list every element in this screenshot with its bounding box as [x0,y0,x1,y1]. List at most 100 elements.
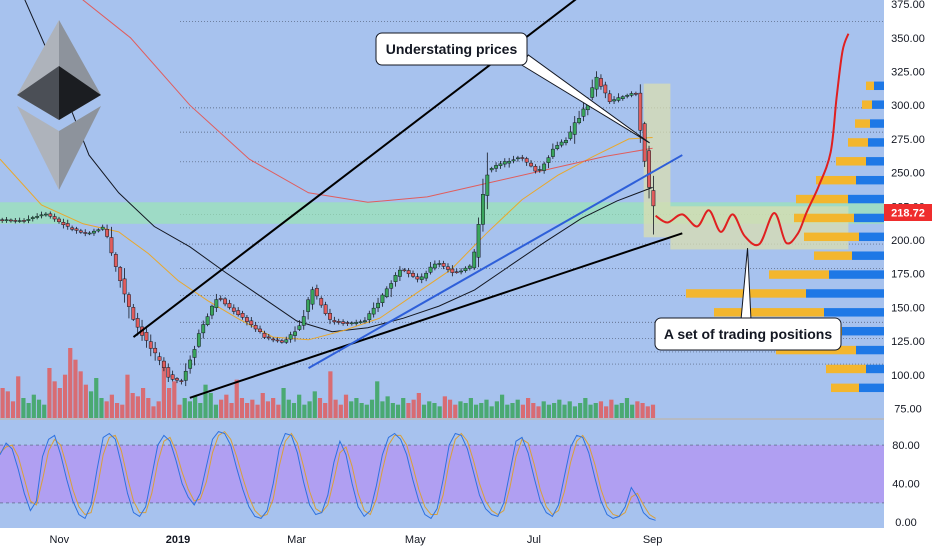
volume-bar [286,399,291,418]
volume-bar [47,368,52,418]
volume-bar [546,404,552,418]
candle-body [301,316,306,326]
candle-body [43,213,48,216]
volume-bar [343,394,349,418]
candle-body [529,162,533,167]
candle-body [594,76,599,90]
volume-bar [130,393,135,418]
volume-profile-bar [794,213,854,223]
volume-bar [416,393,421,418]
volume-bar [385,396,390,418]
volume-bar [5,391,10,418]
candle-body [166,367,171,378]
volume-bar [328,371,333,418]
time-axis-panel[interactable] [0,528,884,550]
volume-bar [453,404,458,418]
volume-bar [447,399,453,418]
volume-profile-bar [868,138,884,147]
candle-body [498,163,503,166]
volume-bar [375,381,380,418]
volume-profile-bar [804,232,859,242]
candle-body [564,140,568,144]
volume-profile-bar [855,119,870,128]
volume-profile-bar [854,213,884,223]
candle-body [384,288,389,298]
candle-body [192,349,197,358]
volume-profile-bar [836,157,866,166]
volume-bar [0,388,5,418]
volume-bar [99,398,104,418]
candle-body [555,145,560,150]
candle-body [70,227,75,230]
candle-body [533,166,538,172]
volume-bar [291,403,297,418]
trendlines[interactable] [132,0,683,399]
volume-bar [104,401,109,418]
volume-bar [229,403,234,418]
candle-body [74,228,79,231]
volume-bar [552,403,557,418]
candle-body [310,289,315,305]
candle-body [546,157,551,163]
volume-bar [83,384,88,418]
volume-profile-bar [866,81,874,91]
volume-bar [62,374,68,418]
candle-body [450,268,455,273]
candle-body [454,271,459,273]
volume-bar [276,404,281,418]
candle-body [109,237,114,254]
candle-body [201,324,206,334]
projection [655,33,850,247]
candle-body [266,336,271,339]
candle-body [92,230,96,234]
candle-body [240,313,245,318]
price-tick-label: 325.00 [891,66,925,78]
volume-bar [333,399,338,418]
volume-bar [125,374,130,418]
candle-body [424,272,429,279]
candle-body [314,288,319,297]
price-tick-label: 350.00 [891,33,925,45]
volume-bar [151,406,156,418]
volume-bar [369,399,375,418]
volume-profile-bar [856,345,884,355]
candle-body [118,267,123,282]
projection-path [655,33,850,247]
oscillator-tick-label: 40.00 [892,479,920,491]
time-tick-label: Jul [527,534,541,546]
callout-box [654,317,842,351]
candle-body [634,93,638,95]
candle-body [328,312,332,320]
volume-bar [583,398,588,418]
candle-body [288,334,293,340]
candle-body [245,317,249,322]
callout-box [375,32,528,66]
candle-body [345,322,350,324]
volume-bar [640,403,645,418]
volume-bar [182,398,187,418]
volume-bar [161,361,166,418]
volume-bar [297,394,302,418]
candle-body [463,267,468,271]
volume-bar [354,398,359,418]
volume-bar [302,404,307,418]
volume-bar [411,399,416,418]
volume-profile-bar [872,100,884,109]
candle-body [175,378,179,381]
volume-bar [177,404,182,418]
volume-bar [421,404,427,418]
price-axis-panel[interactable] [884,0,932,550]
candle-body [507,161,512,164]
volume-bar [458,401,463,418]
candle-body [603,84,608,94]
volume-bar [427,401,432,418]
volume-bar [562,404,567,418]
candle-body [9,219,13,222]
candle-body [459,270,464,273]
candle-body [30,217,35,219]
candle-body [341,321,345,324]
volume-bar [260,393,265,418]
candles [0,71,656,387]
candle-body [620,96,625,99]
